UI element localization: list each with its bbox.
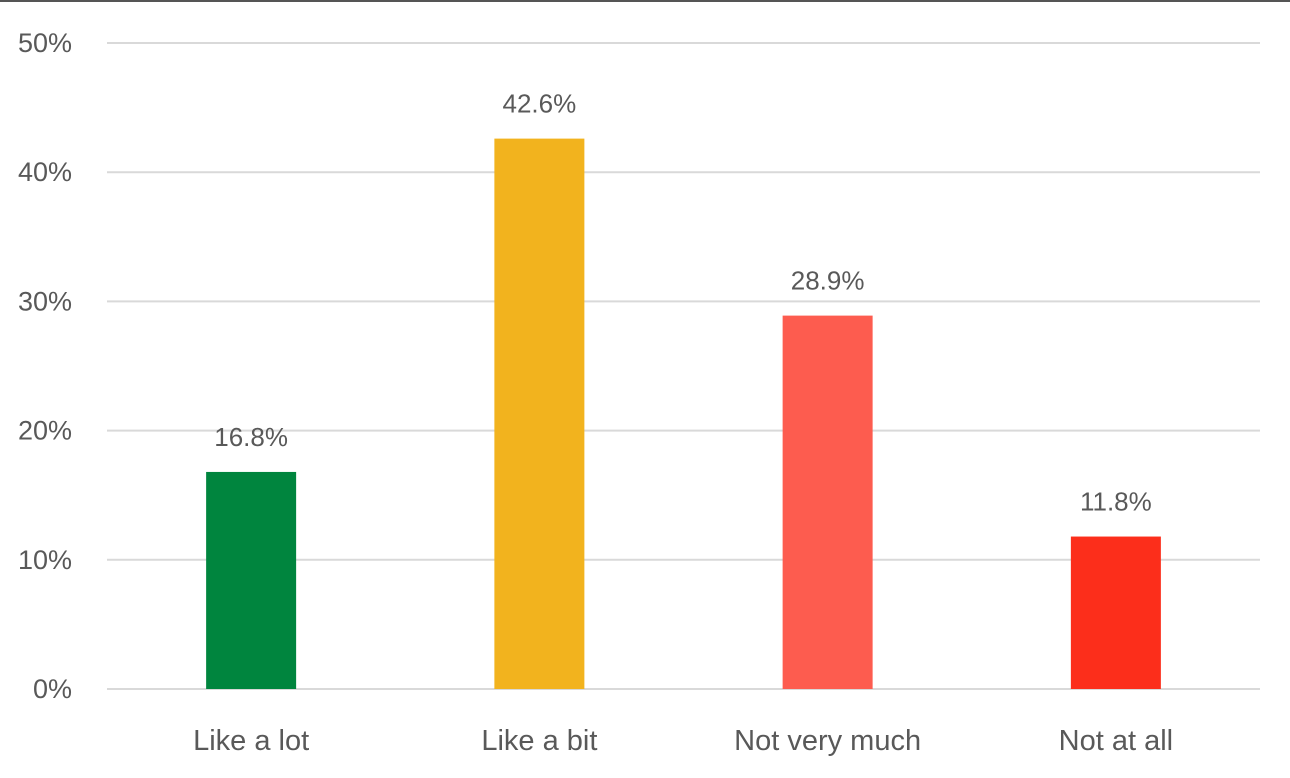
x-category-label: Like a bit — [481, 725, 597, 757]
y-tick-label: 10% — [18, 545, 72, 575]
y-tick-label: 20% — [18, 416, 72, 446]
x-category-label: Not very much — [734, 725, 921, 757]
data-labels: 16.8% 42.6% 28.9% 11.8% — [214, 89, 1152, 517]
bar — [494, 138, 585, 689]
data-label: 16.8% — [214, 422, 288, 452]
gridlines — [107, 42, 1260, 690]
bar — [782, 315, 873, 689]
data-label: 42.6% — [503, 89, 577, 119]
bar — [206, 471, 297, 689]
y-tick-label: 30% — [18, 286, 72, 316]
top-border — [0, 0, 1290, 2]
y-tick-label: 0% — [33, 674, 72, 704]
y-tick-label: 40% — [18, 157, 72, 187]
y-tick-label: 50% — [18, 28, 72, 58]
y-axis-tick-labels: 0% 10% 20% 30% 40% 50% — [18, 28, 72, 704]
data-label: 11.8% — [1080, 487, 1152, 517]
x-category-label: Not at all — [1059, 725, 1173, 757]
x-axis-category-labels: Like a lot Like a bit Not very much Not at … — [193, 725, 1173, 757]
x-category-label: Like a lot — [193, 725, 309, 757]
bars — [206, 138, 1161, 689]
bar — [1070, 536, 1161, 689]
data-label: 28.9% — [791, 266, 865, 296]
